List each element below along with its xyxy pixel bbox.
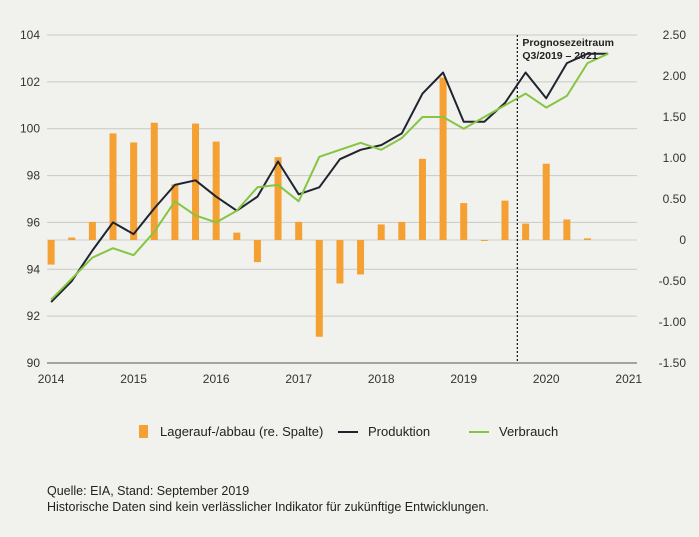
legend-item-verbrauch: Verbrauch bbox=[469, 424, 558, 439]
disclaimer-line: Historische Daten sind kein verlässliche… bbox=[47, 500, 489, 514]
legend-label-verbrauch: Verbrauch bbox=[499, 424, 559, 439]
bar-6 bbox=[171, 184, 179, 240]
right-tick-0: 2.50 bbox=[663, 28, 687, 42]
x-axis-ticks: 2014 2015 2016 2017 2018 2019 2020 2021 bbox=[38, 372, 643, 386]
legend-swatch-lagerauf bbox=[139, 425, 148, 438]
bar-24 bbox=[542, 163, 550, 240]
forecast-label-line2: Q3/2019 – 2021 bbox=[522, 50, 597, 62]
bar-13 bbox=[315, 240, 323, 337]
left-tick-2: 100 bbox=[20, 122, 40, 136]
left-axis-ticks: 104 102 100 98 96 94 92 90 bbox=[20, 28, 40, 370]
left-tick-5: 94 bbox=[27, 262, 41, 276]
bar-1 bbox=[68, 237, 76, 240]
x-tick-3: 2017 bbox=[285, 372, 312, 386]
bar-3 bbox=[109, 133, 117, 240]
right-tick-4: 0.50 bbox=[663, 192, 687, 206]
right-axis-ticks: 2.50 2.00 1.50 1.00 0.50 0 -0.50 -1.00 -1.50 bbox=[659, 28, 687, 370]
right-tick-7: -1.00 bbox=[659, 315, 687, 329]
bar-17 bbox=[398, 221, 406, 240]
bar-15 bbox=[357, 240, 365, 275]
bar-10 bbox=[253, 240, 261, 263]
left-tick-0: 104 bbox=[20, 28, 40, 42]
legend-label-lagerauf: Lagerauf-/abbau (re. Spalte) bbox=[160, 424, 324, 439]
line-produktion bbox=[50, 52, 609, 303]
legend-swatch-produktion bbox=[338, 430, 358, 433]
bar-23 bbox=[522, 223, 530, 240]
right-tick-2: 1.50 bbox=[663, 110, 687, 124]
legend-item-lagerauf: Lagerauf-/abbau (re. Spalte) bbox=[139, 424, 323, 439]
legend-swatch-verbrauch bbox=[469, 430, 489, 433]
bar-4 bbox=[130, 142, 138, 240]
bar-16 bbox=[377, 224, 385, 240]
legend-label-produktion: Produktion bbox=[368, 424, 431, 439]
bar-series-lagerauf bbox=[47, 77, 591, 337]
bar-7 bbox=[192, 123, 200, 240]
x-tick-2: 2016 bbox=[203, 372, 230, 386]
bar-12 bbox=[295, 221, 303, 240]
x-tick-1: 2015 bbox=[120, 372, 147, 386]
right-tick-3: 1.00 bbox=[663, 151, 687, 165]
right-tick-6: -0.50 bbox=[659, 274, 687, 288]
source-note: Quelle: EIA, Stand: September 2019 Histo… bbox=[47, 483, 489, 515]
bar-9 bbox=[233, 232, 241, 240]
x-tick-5: 2019 bbox=[450, 372, 477, 386]
x-tick-0: 2014 bbox=[38, 372, 65, 386]
line-series bbox=[50, 52, 609, 303]
right-tick-8: -1.50 bbox=[659, 356, 687, 370]
forecast-label-line1: Prognosezeitraum bbox=[522, 37, 614, 49]
left-tick-3: 98 bbox=[27, 169, 41, 183]
legend-item-produktion: Produktion bbox=[338, 424, 430, 439]
bar-2 bbox=[88, 221, 96, 240]
x-tick-7: 2021 bbox=[615, 372, 642, 386]
bar-0 bbox=[47, 240, 55, 265]
bar-18 bbox=[418, 158, 426, 240]
right-tick-5: 0 bbox=[679, 233, 686, 247]
left-tick-4: 96 bbox=[27, 215, 41, 229]
bar-5 bbox=[150, 122, 158, 240]
bar-8 bbox=[212, 141, 220, 240]
bar-14 bbox=[336, 240, 344, 284]
x-tick-6: 2020 bbox=[533, 372, 560, 386]
bar-26 bbox=[583, 238, 591, 240]
bar-19 bbox=[439, 77, 447, 240]
bar-20 bbox=[460, 203, 468, 240]
x-tick-4: 2018 bbox=[368, 372, 395, 386]
bar-21 bbox=[480, 240, 488, 241]
bar-22 bbox=[501, 200, 509, 240]
bar-11 bbox=[274, 157, 282, 240]
right-tick-1: 2.00 bbox=[663, 69, 687, 83]
left-tick-6: 92 bbox=[27, 309, 41, 323]
line-verbrauch bbox=[50, 52, 609, 301]
source-line: Quelle: EIA, Stand: September 2019 bbox=[47, 484, 250, 498]
left-tick-1: 102 bbox=[20, 75, 40, 89]
left-tick-7: 90 bbox=[27, 356, 41, 370]
bar-25 bbox=[563, 219, 571, 240]
